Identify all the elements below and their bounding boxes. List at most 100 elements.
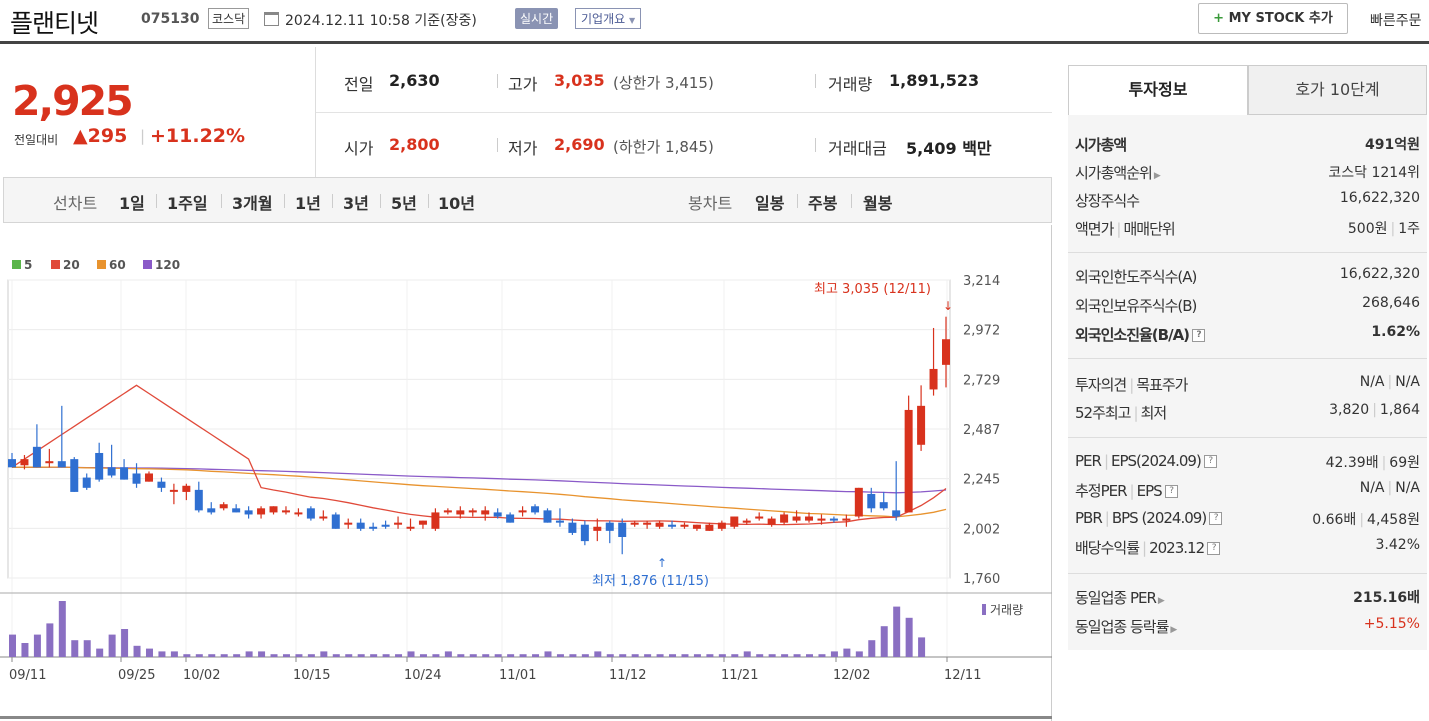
help-icon[interactable]: ? [1207, 542, 1221, 555]
candle-up [780, 514, 789, 523]
stock-name: 플랜티넷 [10, 9, 99, 38]
info-label: 배당수익률 | 2023.12? [1075, 537, 1221, 558]
price-panel [0, 47, 316, 177]
candle-down [194, 489, 203, 511]
info-row-sector-change[interactable]: 동일업종 등락률 ▶ +5.15% [1075, 616, 1420, 642]
candle-down [70, 459, 79, 492]
info-row-foreign-hold: 외국인보유주식수(B) 268,646 [1075, 295, 1420, 321]
legend-label: 60 [109, 258, 126, 272]
volume-bar [669, 654, 677, 657]
est-eps-value: N/A [1395, 480, 1420, 496]
candle-period-daily[interactable]: 일봉 [755, 194, 785, 213]
line-period-10y[interactable]: 10년 [438, 194, 475, 213]
candle-up [643, 522, 652, 525]
bps-value: 4,458원 [1367, 512, 1420, 528]
candle-period-weekly[interactable]: 주봉 [808, 194, 838, 213]
volume-bar [482, 654, 490, 657]
volume-bar [532, 654, 540, 657]
info-row-sector-per[interactable]: 동일업종 PER ▶ 215.16배 [1075, 587, 1420, 613]
volume-bar [793, 654, 801, 657]
x-tick-label: 09/11 [9, 668, 46, 683]
candle-up [917, 405, 926, 445]
candle-up [730, 516, 739, 527]
volume-bar [781, 654, 789, 657]
candle-up [431, 512, 440, 529]
volume-bar [457, 654, 465, 657]
cap-rank-label: 시가총액순위 [1075, 164, 1153, 182]
candle-up [593, 526, 602, 531]
volume-bar [382, 654, 390, 657]
candle-down [82, 477, 91, 488]
stock-chart[interactable]: 3,214 2,972 2,729 2,487 2,245 2,002 1,760 09/11… [0, 225, 1052, 721]
up-triangle-icon: ▲ [73, 125, 88, 147]
line-period-5y[interactable]: 5년 [391, 194, 417, 213]
info-label: 외국인보유주식수(B) [1075, 297, 1197, 315]
per-label: PER [1075, 452, 1102, 470]
caret-right-icon: ▶ [1153, 171, 1161, 181]
volume-bar [233, 654, 241, 657]
volume-bar [96, 648, 104, 657]
line-period-1w[interactable]: 1주일 [167, 194, 208, 213]
line-period-3y[interactable]: 3년 [343, 194, 369, 213]
candle-up [518, 510, 527, 513]
candle-up [655, 522, 664, 527]
candle-up [630, 522, 639, 525]
prev-close-value: 2,630 [389, 71, 440, 90]
candle-up [481, 510, 490, 515]
company-overview-dropdown[interactable]: 기업개요 ▼ [575, 8, 642, 29]
volume-legend-label: 거래량 [990, 603, 1023, 617]
volume-bar [258, 651, 266, 657]
help-icon[interactable]: ? [1209, 512, 1223, 525]
info-row-cap-rank[interactable]: 시가총액순위 ▶ 코스닥 1214위 [1075, 162, 1420, 188]
candle-chart-label: 봉차트 [688, 194, 733, 213]
candle-up [792, 516, 801, 521]
divider [156, 194, 157, 208]
volume-bar [731, 654, 739, 657]
min-price-annotation: 최저 1,876 (11/15) [592, 574, 709, 589]
ma20-line [11, 384, 947, 526]
info-row-shares: 상장주식수 16,622,320 [1075, 190, 1420, 216]
candle-period-monthly[interactable]: 월봉 [863, 194, 893, 213]
info-label: 52주최고 | 최저 [1075, 404, 1168, 422]
candle-down [543, 510, 552, 523]
change-amount-value: 295 [87, 125, 128, 147]
line-period-3m[interactable]: 3개월 [232, 194, 273, 213]
candle-up [692, 524, 701, 529]
volume-bar [644, 654, 652, 657]
quick-order-link[interactable]: 빠른주문 [1370, 13, 1422, 29]
info-value: 42.39배 | 69원 [1325, 455, 1420, 471]
line-period-1y[interactable]: 1년 [295, 194, 321, 213]
open-label: 시가 [344, 139, 374, 158]
legend-swatch [143, 260, 152, 269]
volume-bar [768, 654, 776, 657]
est-eps-label: EPS [1136, 482, 1163, 500]
info-label: 추정PER | EPS? [1075, 480, 1178, 501]
info-row-opinion: 투자의견 | 목표주가 N/A | N/A [1075, 374, 1420, 400]
volume-bar [569, 654, 577, 657]
volume-bar [544, 651, 552, 657]
52w-low-label: 최저 [1140, 404, 1168, 422]
help-icon[interactable]: ? [1203, 455, 1217, 468]
tab-hoga-10[interactable]: 호가 10단계 [1248, 65, 1427, 115]
volume-bar [855, 651, 863, 657]
add-mystock-button[interactable]: + MY STOCK 추가 [1198, 3, 1348, 34]
help-icon[interactable]: ? [1164, 485, 1178, 498]
chart-svg: 3,214 2,972 2,729 2,487 2,245 2,002 1,760 09/11… [0, 225, 1052, 683]
candle-up [45, 461, 54, 464]
y-tick-label: 1,760 [963, 572, 1000, 587]
candle-down [8, 459, 16, 468]
y-tick-label: 2,729 [963, 373, 1000, 388]
candle-up [805, 516, 814, 521]
line-period-1d[interactable]: 1일 [119, 194, 145, 213]
help-icon[interactable]: ? [1192, 329, 1206, 342]
market-cap-value: 491억원 [1365, 137, 1420, 153]
investment-info-panel [1068, 115, 1427, 650]
info-row-par-value: 액면가 | 매매단위 500원 | 1주 [1075, 218, 1420, 244]
tab-investment-info[interactable]: 투자정보 [1068, 65, 1248, 115]
volume-bar [270, 654, 278, 657]
realtime-button[interactable]: 실시간 [515, 8, 559, 29]
info-value: 1.62% [1371, 324, 1420, 340]
up-arrow-icon: ↑ [657, 556, 667, 570]
info-row-52w: 52주최고 | 최저 3,820 | 1,864 [1075, 402, 1420, 428]
max-price-annotation: 최고 3,035 (12/11) [814, 282, 931, 297]
